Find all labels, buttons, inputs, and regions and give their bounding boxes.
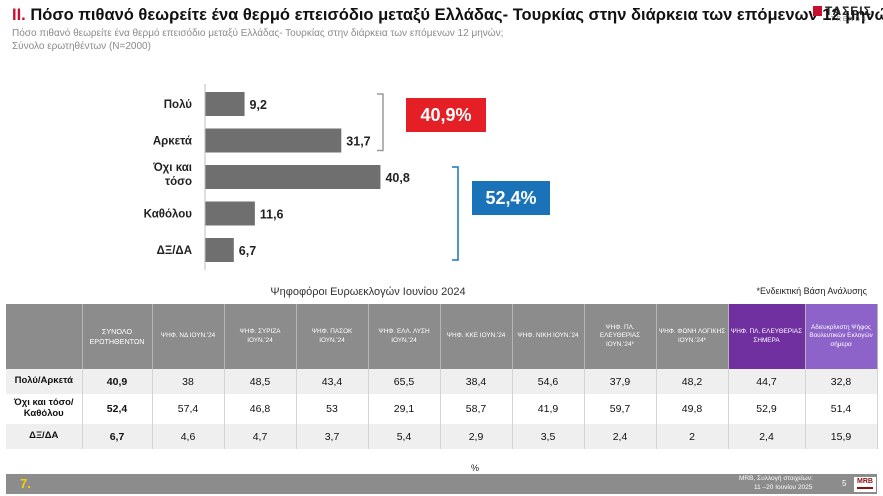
mrb-logo-line bbox=[857, 487, 873, 489]
table-cell: 38 bbox=[152, 369, 225, 394]
table-cell: 4,6 bbox=[152, 424, 225, 449]
unit-label: % bbox=[471, 463, 480, 473]
bar bbox=[205, 92, 245, 116]
col-header: ΨΗΦ. ΚΚΕ ΙΟΥΝ.'24 bbox=[440, 304, 513, 369]
page-title: II. Πόσο πιθανό θεωρείτε ένα θερμό επεισ… bbox=[12, 6, 883, 25]
col-header: ΨΗΦ. ΦΩΝΗ ΛΟΓΙΚΗΣ ΙΟΥΝ.'24* bbox=[656, 304, 729, 369]
tasis-logo: ΤΑΣΕΙΣ TRENDS bbox=[813, 4, 873, 28]
table-cell: 52,9 bbox=[728, 394, 806, 424]
table-cell: 15,9 bbox=[805, 424, 878, 449]
table-cell: 65,5 bbox=[368, 369, 441, 394]
table-cell: 40,9 bbox=[82, 369, 153, 394]
category-label: Αρκετά bbox=[153, 136, 192, 148]
header: II. Πόσο πιθανό θεωρείτε ένα θερμό επεισ… bbox=[0, 0, 883, 70]
bar bbox=[205, 238, 234, 262]
table-cell: 52,4 bbox=[82, 394, 153, 424]
table-cell: 46,8 bbox=[224, 394, 297, 424]
value-label: 6,7 bbox=[239, 244, 256, 258]
footer-bar: 7. MRB, Συλλογή στοιχείων: 11 –20 Ιουνίο… bbox=[6, 474, 877, 494]
source-line-1: MRB, Συλλογή στοιχείων: bbox=[739, 475, 813, 482]
row-label: Όχι και τόσο/Καθόλου bbox=[6, 394, 83, 424]
table-cell: 38,4 bbox=[440, 369, 513, 394]
category-label: ΔΞ/ΔΑ bbox=[157, 245, 192, 257]
col-header: ΣΥΝΟΛΟ ΕΡΩΤΗΘΕΝΤΩΝ bbox=[82, 304, 153, 369]
group-total-unlikely: 52,4% bbox=[472, 181, 550, 215]
mrb-logo: MRB bbox=[854, 477, 876, 492]
category-label: Καθόλου bbox=[144, 209, 193, 221]
group-bracket bbox=[377, 93, 384, 152]
question-subtitle: Πόσο πιθανό θεωρείτε ένα θερμό επεισόδιο… bbox=[12, 28, 504, 39]
table-cell: 41,9 bbox=[512, 394, 585, 424]
col-header: ΨΗΦ. ΝΙΚΗ ΙΟΥΝ.'24 bbox=[512, 304, 585, 369]
col-header: ΨΗΦ. ΠΛ. ΕΛΕΥΘΕΡΙΑΣ ΙΟΥΝ.'24* bbox=[584, 304, 657, 369]
table-cell: 2,9 bbox=[440, 424, 513, 449]
value-label: 31,7 bbox=[346, 135, 370, 149]
table-title: Ψηφοφόροι Ευρωεκλογών Ιουνίου 2024 bbox=[270, 286, 466, 298]
table-cell: 48,2 bbox=[656, 369, 729, 394]
value-label: 11,6 bbox=[260, 208, 284, 222]
sample-base: Σύνολο ερωτηθέντων (N=2000) bbox=[12, 41, 151, 52]
bar bbox=[205, 128, 342, 153]
table-cell: 2,4 bbox=[584, 424, 657, 449]
value-label: 40,8 bbox=[385, 171, 409, 185]
mrb-logo-text: MRB bbox=[857, 478, 873, 485]
table-cell: 32,8 bbox=[805, 369, 878, 394]
table-header-row: ΣΥΝΟΛΟ ΕΡΩΤΗΘΕΝΤΩΝ ΨΗΦ. ΝΔ ΙΟΥΝ.'24 ΨΗΦ.… bbox=[6, 304, 878, 369]
bar-chart: Πολύ 9,2 Αρκετά 31,7 Όχι και τόσο 40,8 Καθόλου 1… bbox=[144, 84, 459, 270]
title-text: Πόσο πιθανό θεωρείτε ένα θερμό επεισόδιο… bbox=[30, 6, 883, 24]
logo-mark-icon bbox=[813, 6, 822, 16]
table-row: ΔΞ/ΔΑ 6,7 4,6 4,7 3,7 5,4 2,9 3,5 2,4 2 … bbox=[6, 424, 878, 449]
table-cell: 54,6 bbox=[512, 369, 585, 394]
title-prefix: II. bbox=[12, 6, 26, 24]
category-label: Πολύ bbox=[164, 99, 193, 111]
table-cell: 4,7 bbox=[224, 424, 297, 449]
source-line-2: 11 –20 Ιουνίου 2025 bbox=[754, 484, 813, 491]
table-note: *Ενδεικτική Βάση Ανάλυσης bbox=[756, 286, 867, 296]
table-cell: 37,9 bbox=[584, 369, 657, 394]
table-cell: 57,4 bbox=[152, 394, 225, 424]
col-header: ΨΗΦ. ΣΥΡΙΖΑ ΙΟΥΝ.'24 bbox=[224, 304, 297, 369]
table-cell: 2 bbox=[656, 424, 729, 449]
table-cell: 6,7 bbox=[82, 424, 153, 449]
value-label: 9,2 bbox=[250, 98, 267, 112]
bar bbox=[205, 201, 255, 226]
slide-number: 5 bbox=[842, 479, 847, 488]
crosstab-table: ΣΥΝΟΛΟ ΕΡΩΤΗΘΕΝΤΩΝ ΨΗΦ. ΝΔ ΙΟΥΝ.'24 ΨΗΦ.… bbox=[6, 304, 878, 449]
table-cell: 5,4 bbox=[368, 424, 441, 449]
table-cell: 49,8 bbox=[656, 394, 729, 424]
logo-brand: ΤΑΣΕΙΣ bbox=[825, 4, 872, 18]
table-cell: 48,5 bbox=[224, 369, 297, 394]
table-cell: 53 bbox=[296, 394, 369, 424]
table-cell: 29,1 bbox=[368, 394, 441, 424]
table-cell: 3,7 bbox=[296, 424, 369, 449]
table-cell: 2,4 bbox=[728, 424, 806, 449]
group-bracket bbox=[452, 166, 459, 261]
col-header: ΨΗΦ. ΕΛΛ. ΛΥΣΗ ΙΟΥΝ.'24 bbox=[368, 304, 441, 369]
group-total-likely: 40,9% bbox=[406, 98, 486, 132]
row-label: ΔΞ/ΔΑ bbox=[6, 424, 83, 449]
col-header: ΨΗΦ. ΠΑΣΟΚ ΙΟΥΝ.'24 bbox=[296, 304, 369, 369]
table-cell: 44,7 bbox=[728, 369, 806, 394]
corner-cell bbox=[6, 304, 83, 369]
page-number: 7. bbox=[20, 476, 31, 491]
col-header-undecided: Αδιευκρίνιστη Ψήφος Βουλευτικών Εκλογών … bbox=[805, 304, 878, 369]
bar bbox=[205, 165, 381, 189]
table-cell: 59,7 bbox=[584, 394, 657, 424]
category-label: Όχι και τόσο bbox=[152, 162, 192, 188]
row-label: Πολύ/Αρκετά bbox=[6, 369, 83, 394]
table-cell: 51,4 bbox=[805, 394, 878, 424]
table-row: Όχι και τόσο/Καθόλου 52,4 57,4 46,8 53 2… bbox=[6, 394, 878, 424]
table-cell: 3,5 bbox=[512, 424, 585, 449]
col-header: ΨΗΦ. ΝΔ ΙΟΥΝ.'24 bbox=[152, 304, 225, 369]
logo-sub: TRENDS bbox=[831, 17, 868, 23]
table-row: Πολύ/Αρκετά 40,9 38 48,5 43,4 65,5 38,4 … bbox=[6, 369, 878, 394]
col-header-highlight: ΨΗΦ. ΠΛ. ΕΛΕΥΘΕΡΙΑΣ ΣΗΜΕΡΑ bbox=[728, 304, 806, 369]
table-cell: 58,7 bbox=[440, 394, 513, 424]
table-cell: 43,4 bbox=[296, 369, 369, 394]
